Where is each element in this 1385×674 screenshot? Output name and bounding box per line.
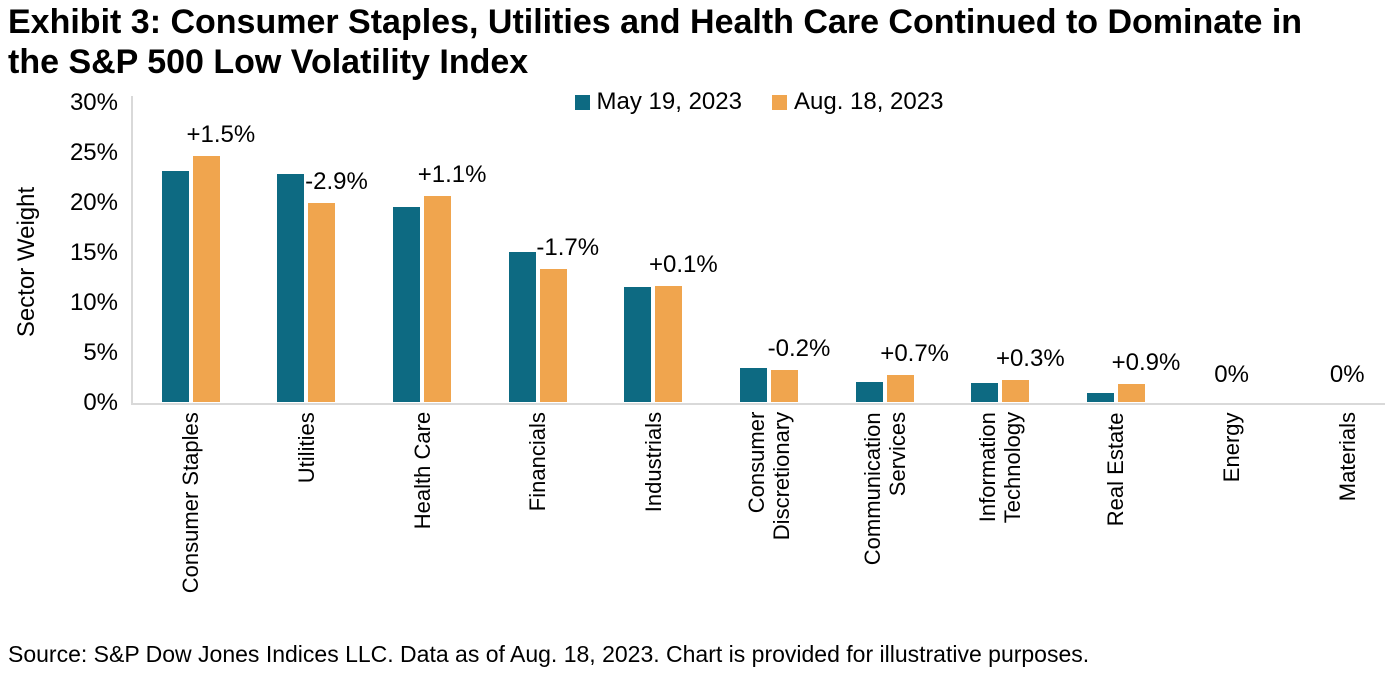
legend-item-aug: Aug. 18, 2023 (771, 88, 944, 116)
y-axis-line (131, 96, 133, 405)
change-annotation: +0.3% (995, 344, 1065, 372)
source-note: Source: S&P Dow Jones Indices LLC. Data … (8, 641, 1090, 667)
chart-title: Exhibit 3: Consumer Staples, Utilities a… (8, 2, 1302, 82)
change-annotation: -1.7% (536, 233, 600, 261)
y-tick: 10% (69, 289, 118, 316)
x-axis-label: Consumer Discretionary (744, 411, 795, 541)
bar-may-19-2023-information-technology (971, 382, 999, 402)
bar-group-consumer-discretionary: -0.2% Consumer Discretionary (711, 98, 830, 610)
bar-group-industrials: +0.1% Industrials (596, 98, 718, 610)
bar-may-19-2023-health-care (393, 206, 421, 402)
legend-label-may: May 19, 2023 (596, 88, 742, 115)
bar-may-19-2023-consumer-discretionary (740, 367, 768, 402)
change-annotation: +1.1% (417, 160, 487, 188)
change-annotation: 0% (1214, 360, 1249, 388)
change-annotation: -0.2% (767, 334, 831, 362)
y-tick: 5% (83, 339, 118, 366)
bar-may-19-2023-utilities (277, 173, 305, 402)
x-axis-label: Utilities (293, 411, 319, 483)
y-tick: 25% (69, 139, 118, 166)
x-axis-label: Real Estate (1103, 411, 1129, 526)
bar-pair: +0.1% (596, 98, 718, 402)
y-tick: 20% (69, 189, 118, 216)
bar-pair: +1.5% (133, 98, 255, 402)
y-tick: 30% (69, 89, 118, 116)
bar-aug-18-2023-information-technology (1002, 379, 1030, 402)
y-tick: 15% (69, 239, 118, 266)
bar-group-health-care: +1.1% Health Care (364, 98, 486, 610)
bar-pair: +0.3% (942, 98, 1065, 402)
x-axis-label: Energy (1219, 411, 1245, 482)
change-annotation: +1.5% (186, 120, 256, 148)
bar-pair: 0% (1289, 98, 1385, 402)
bar-group-utilities: -2.9% Utilities (249, 98, 368, 610)
bar-pair: +0.9% (1058, 98, 1180, 402)
bar-pair: -2.9% (249, 98, 368, 402)
legend-swatch-may (574, 94, 590, 110)
plot-area: +1.5% Consumer Staples -2.9% Utilities +1.1%… (133, 98, 1385, 610)
bar-pair: +1.1% (364, 98, 486, 402)
x-axis-label: Communication Services (859, 411, 910, 565)
bar-aug-18-2023-industrials (655, 285, 683, 402)
bar-pair: -0.2% (711, 98, 830, 402)
change-annotation: +0.1% (649, 250, 718, 278)
legend-swatch-aug (771, 94, 787, 110)
legend: May 19, 2023 Aug. 18, 2023 (133, 86, 1385, 118)
bar-group-materials: 0% Materials (1289, 98, 1385, 610)
bar-aug-18-2023-consumer-discretionary (771, 369, 799, 402)
change-annotation: -2.9% (305, 167, 368, 195)
legend-item-may: May 19, 2023 (574, 88, 742, 116)
bar-may-19-2023-industrials (624, 286, 652, 402)
legend-label-aug: Aug. 18, 2023 (793, 88, 944, 115)
chart-title-line-2: the S&P 500 Low Volatility Index (8, 43, 529, 81)
bar-group-real-estate: +0.9% Real Estate (1058, 98, 1180, 610)
bar-aug-18-2023-real-estate (1117, 383, 1145, 402)
bar-pair: +0.7% (827, 98, 949, 402)
bar-may-19-2023-real-estate (1086, 392, 1114, 402)
bar-group-financials: -1.7% Financials (480, 98, 600, 610)
change-annotation: +0.7% (880, 339, 950, 367)
bar-may-19-2023-communication-services (855, 381, 883, 402)
bar-group-information-technology: +0.3% Information Technology (942, 98, 1065, 610)
x-axis-label: Financials (525, 411, 551, 511)
y-tick: 0% (83, 389, 118, 416)
bar-aug-18-2023-health-care (424, 195, 452, 402)
bar-may-19-2023-financials (508, 251, 536, 402)
x-axis-label: Consumer Staples (178, 411, 204, 593)
chart-title-line-1: Exhibit 3: Consumer Staples, Utilities a… (8, 3, 1303, 41)
bar-pair: 0% (1174, 98, 1290, 402)
x-axis-line (133, 403, 1385, 405)
x-axis-label: Industrials (640, 411, 666, 513)
change-annotation: +0.9% (1111, 348, 1181, 376)
bar-group-consumer-staples: +1.5% Consumer Staples (133, 98, 255, 610)
x-axis-label: Materials (1334, 411, 1360, 502)
bar-may-19-2023-consumer-staples (161, 170, 189, 402)
bar-aug-18-2023-utilities (308, 202, 336, 402)
x-axis-label: Information Technology (975, 411, 1026, 524)
bar-aug-18-2023-financials (539, 268, 567, 402)
bar-group-communication-services: +0.7% Communication Services (827, 98, 949, 610)
bar-aug-18-2023-communication-services (886, 374, 914, 402)
bar-pair: -1.7% (480, 98, 600, 402)
change-annotation: 0% (1329, 360, 1365, 388)
x-axis-label: Health Care (409, 411, 435, 530)
bar-aug-18-2023-consumer-staples (192, 155, 220, 402)
bar-group-energy: 0% Energy (1174, 98, 1290, 610)
